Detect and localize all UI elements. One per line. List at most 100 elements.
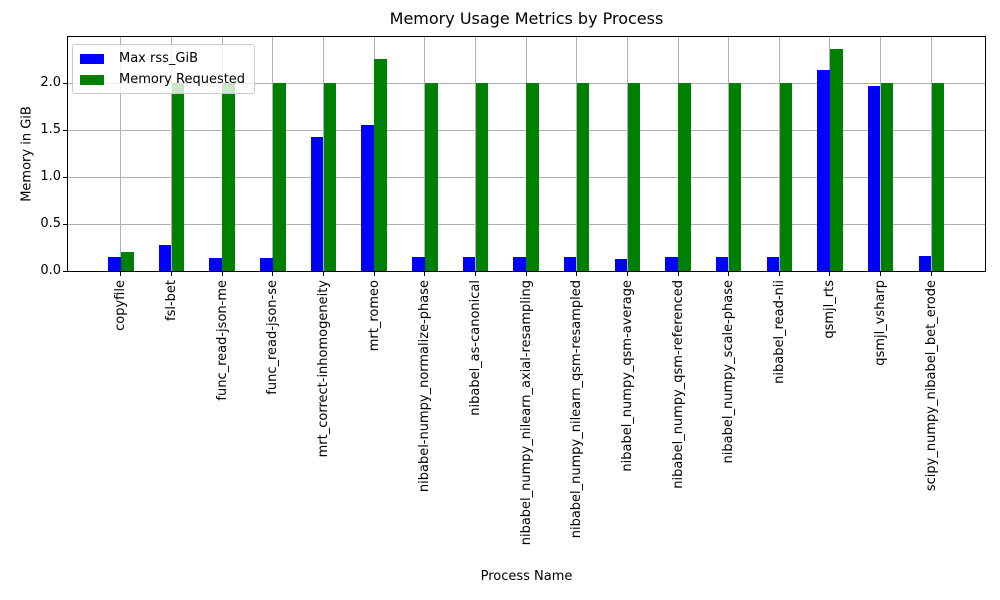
grid-line-v — [424, 37, 426, 271]
bar-memory-requested — [779, 83, 793, 271]
bar-memory-requested — [576, 83, 590, 271]
bar-max-rss-gib — [412, 256, 425, 271]
grid-line-v — [272, 37, 274, 271]
grid-line-v — [829, 37, 831, 271]
x-tick — [930, 272, 932, 276]
x-tick-label: nibabel_as-canonical — [467, 280, 483, 416]
x-tick — [829, 272, 831, 276]
x-tick — [424, 272, 426, 276]
y-tick — [63, 82, 67, 84]
grid-line-v — [626, 37, 628, 271]
bar-memory-requested — [931, 83, 944, 271]
x-tick-label: copyfile — [113, 280, 129, 331]
bar-max-rss-gib — [715, 256, 729, 271]
x-tick-label: nibabel_read-nii — [771, 280, 787, 384]
legend-item-max-rss: Max rss_GiB — [80, 48, 245, 69]
y-tick — [63, 129, 67, 131]
bar-max-rss-gib — [462, 256, 476, 271]
x-tick — [778, 272, 780, 276]
bar-max-rss-gib — [108, 256, 121, 271]
bar-memory-requested — [121, 252, 134, 271]
y-tick-label: 2.0 — [40, 75, 61, 90]
x-tick-label: nibabel_numpy_nilearn_axial-resampling — [518, 280, 534, 546]
x-tick — [880, 272, 882, 276]
x-tick — [373, 272, 375, 276]
grid-line-v — [120, 37, 122, 271]
grid-line-v — [525, 37, 527, 271]
x-tick-label: nibabel_numpy_nilearn_qsm-resampled — [569, 280, 585, 539]
bar-memory-requested — [425, 83, 438, 271]
x-tick — [728, 272, 730, 276]
bar-max-rss-gib — [361, 125, 374, 271]
x-tick — [525, 272, 527, 276]
bar-memory-requested — [627, 83, 641, 271]
grid-line-v — [880, 37, 882, 271]
legend: Max rss_GiB Memory Requested — [72, 44, 256, 94]
y-tick-label: 1.5 — [40, 122, 61, 137]
legend-swatch-max-rss — [80, 53, 104, 64]
bar-max-rss-gib — [513, 256, 526, 271]
x-tick-label: fsl-bet — [164, 280, 179, 321]
x-tick-label: nibabel_numpy_qsm-average — [619, 280, 635, 472]
x-tick-label: scipy_numpy_nibabel_bet_erode — [923, 280, 939, 492]
legend-label-max-rss: Max rss_GiB — [119, 51, 199, 66]
bar-max-rss-gib — [310, 136, 324, 271]
y-tick — [63, 176, 67, 178]
bar-memory-requested — [475, 83, 489, 271]
y-axis-label: Memory in GiB — [19, 106, 35, 202]
x-tick — [626, 272, 628, 276]
x-tick — [272, 272, 274, 276]
grid-line-v — [221, 37, 223, 271]
grid-line-v — [322, 37, 324, 271]
bar-max-rss-gib — [614, 258, 628, 271]
bar-memory-requested — [323, 83, 337, 271]
x-tick — [322, 272, 324, 276]
x-tick — [120, 272, 122, 276]
grid-line-v — [728, 37, 730, 271]
grid-line-v — [373, 37, 375, 271]
legend-swatch-memory-requested — [80, 74, 104, 85]
x-tick-label: qsmjl_vsharp — [873, 280, 889, 366]
x-tick — [221, 272, 223, 276]
bar-memory-requested — [171, 83, 185, 271]
x-tick — [677, 272, 679, 276]
bar-memory-requested — [222, 83, 235, 271]
y-tick-label: 1.0 — [40, 169, 61, 184]
bar-max-rss-gib — [260, 257, 273, 271]
x-axis-label: Process Name — [480, 569, 573, 584]
grid-line-v — [474, 37, 476, 271]
bar-memory-requested — [830, 49, 843, 271]
bar-max-rss-gib — [665, 256, 678, 271]
legend-item-memory-requested: Memory Requested — [80, 69, 245, 90]
y-tick — [63, 270, 67, 272]
x-tick-label: qsmjl_rts — [822, 280, 838, 339]
grid-line-v — [930, 37, 932, 271]
chart-title: Memory Usage Metrics by Process — [389, 9, 664, 28]
x-tick-label: nibabel-numpy_normalize-phase — [417, 280, 433, 493]
x-tick-label: func_read-json-se — [265, 280, 281, 395]
grid-line-v — [171, 37, 172, 271]
grid-line-v — [677, 37, 679, 271]
x-tick-label: nibabel_numpy_qsm-referenced — [670, 280, 686, 489]
bar-max-rss-gib — [766, 256, 780, 271]
x-tick-label: mrt_romeo — [366, 280, 382, 352]
bar-max-rss-gib — [563, 256, 577, 271]
bar-max-rss-gib — [158, 244, 172, 271]
y-tick-label: 0.0 — [40, 263, 61, 278]
legend-label-memory-requested: Memory Requested — [119, 72, 246, 87]
y-tick — [63, 223, 67, 225]
bar-memory-requested — [273, 83, 286, 271]
bar-memory-requested — [374, 58, 387, 271]
bar-memory-requested — [880, 83, 894, 271]
grid-line-v — [778, 37, 780, 271]
x-tick-label: mrt_correct-inhomogeneity — [315, 280, 331, 458]
bar-memory-requested — [728, 83, 742, 271]
bar-memory-requested — [678, 83, 691, 271]
x-tick — [171, 272, 172, 276]
bar-memory-requested — [526, 83, 539, 271]
bar-max-rss-gib — [918, 255, 931, 271]
x-tick — [576, 272, 578, 276]
bar-max-rss-gib — [817, 69, 830, 271]
grid-line-v — [576, 37, 578, 271]
